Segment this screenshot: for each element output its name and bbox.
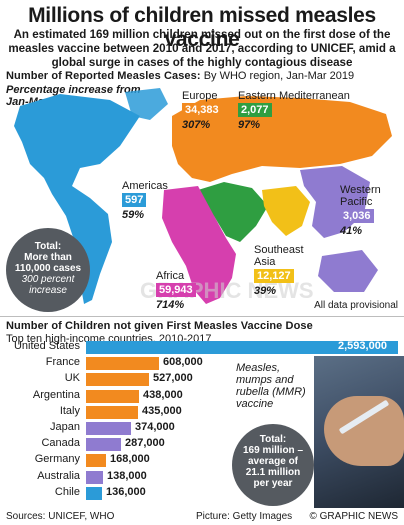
bar-category-label: Argentina [32,388,80,401]
bar-value-label: 527,000 [153,372,193,385]
bar-category-label: Australia [37,469,80,482]
region-name: Americas [122,180,168,192]
page-title: Millions of children missed measles vacc… [28,4,376,51]
bar-uk [86,373,149,387]
bar-category-label: Japan [50,421,80,433]
region-western-pacific: Western Pacific 3,036 41% [340,184,400,237]
region-pct: 39% [254,285,277,297]
bar-value-label: 136,000 [106,485,146,498]
region-pct: 41% [340,225,363,237]
bar-australia [86,470,103,484]
total-line: Total: [34,241,62,252]
picture-credit: Picture: Getty Images [196,511,293,522]
bar-value-label: 438,000 [143,388,183,401]
bar-france [86,357,159,371]
bar-italy [86,405,138,419]
chart-heading: Number of Children not given First Measl… [6,320,313,332]
region-cases: 3,036 [340,209,374,223]
region-name: Europe [182,90,218,102]
region-southeast-asia: Southeast Asia 12,127 39% [254,244,314,297]
region-europe: Europe 34,383 307% [182,90,222,131]
total-line: 300 percent [21,274,75,285]
map-heading-bold: Number of Reported Measles Cases: [6,70,201,82]
bar-value-label: 608,000 [163,356,203,369]
mmr-line: Measles, [236,362,281,374]
map-heading-rest: By WHO region, Jan-Mar 2019 [200,70,355,82]
bar-category-label: Italy [59,404,80,417]
vaccine-photo [314,356,404,508]
region-cases: 34,383 [182,103,222,117]
total-line: average of [247,456,299,467]
bar-argentina [86,389,139,403]
total-line: per year [253,478,293,489]
europe-region [172,96,392,182]
region-name: Western Pacific [340,184,381,208]
region-cases: 2,077 [238,103,272,117]
mmr-line: rubella (MMR) [236,386,306,398]
region-cases: 597 [122,193,147,207]
region-name: Eastern Mediterranean [238,90,350,102]
bar-germany [86,454,106,468]
bar-value-label: 2,593,000 [338,340,387,352]
sources-text: Sources: UNICEF, WHO [6,511,115,522]
bar-category-label: Chile [54,485,80,498]
total-line: Total: [259,434,287,445]
australia-shape [318,250,378,292]
bar-category-label: France [45,356,80,369]
region-americas: Americas 597 59% [122,180,168,221]
region-name: Southeast Asia [254,244,304,268]
section-divider [0,316,404,317]
bar-value-label: 138,000 [107,469,147,482]
bar-chile [86,486,102,500]
region-cases: 12,127 [254,269,294,283]
bar-japan [86,422,131,435]
eastern-mediterranean-region [198,182,268,242]
bar-canada [86,438,121,452]
region-pct: 714% [156,299,185,311]
bar-category-label: United States [13,340,80,352]
bar-chart: United States 2,593,000 France 608,000 UK 527… [0,340,404,502]
hand-shape [324,396,404,466]
region-africa: Africa 59,943 714% [156,270,196,311]
children-total-circle: Total: 169 million – average of 21.1 mil… [232,424,314,506]
bar-category-label: UK [64,372,80,385]
pct-note-line1: Percentage increase from [6,84,141,96]
map-section-heading: Number of Reported Measles Cases: By WHO… [6,70,354,82]
mmr-note: Measles, mumps and rubella (MMR) vaccine [236,362,306,410]
bar-value-label: 168,000 [110,453,150,466]
greenland-shape [125,88,168,120]
provisional-note: All data provisional [314,300,398,311]
bar-united-states [86,341,398,354]
southeast-asia-region [262,186,310,236]
cases-total-circle: Total: More than 110,000 cases 300 perce… [6,228,90,312]
total-line: 110,000 cases [14,263,82,274]
chart-title: Number of Children not given First Measl… [6,320,313,332]
mmr-line: vaccine [236,398,274,410]
region-pct: 307% [182,119,211,131]
total-line: 169 million – [242,445,304,456]
copyright-text: © GRAPHIC NEWS [309,511,399,522]
mmr-line: mumps and [236,374,294,386]
africa-region [162,186,236,304]
total-line: More than [24,252,72,263]
total-line: increase [29,285,67,296]
bar-category-label: Canada [41,437,80,450]
americas-region [14,94,140,304]
bar-value-label: 374,000 [135,421,175,433]
region-name: Africa [156,270,185,282]
bar-value-label: 435,000 [142,404,182,417]
region-cases: 59,943 [156,283,196,297]
region-pct: 59% [122,209,145,221]
region-eastern-mediterranean: Eastern Mediterranean 2,077 97% [238,90,350,131]
intro-text: An estimated 169 million children missed… [8,28,396,69]
total-line: 21.1 million [245,467,301,478]
region-pct: 97% [238,119,261,131]
bar-category-label: Germany [34,453,80,466]
bar-value-label: 287,000 [125,437,165,450]
